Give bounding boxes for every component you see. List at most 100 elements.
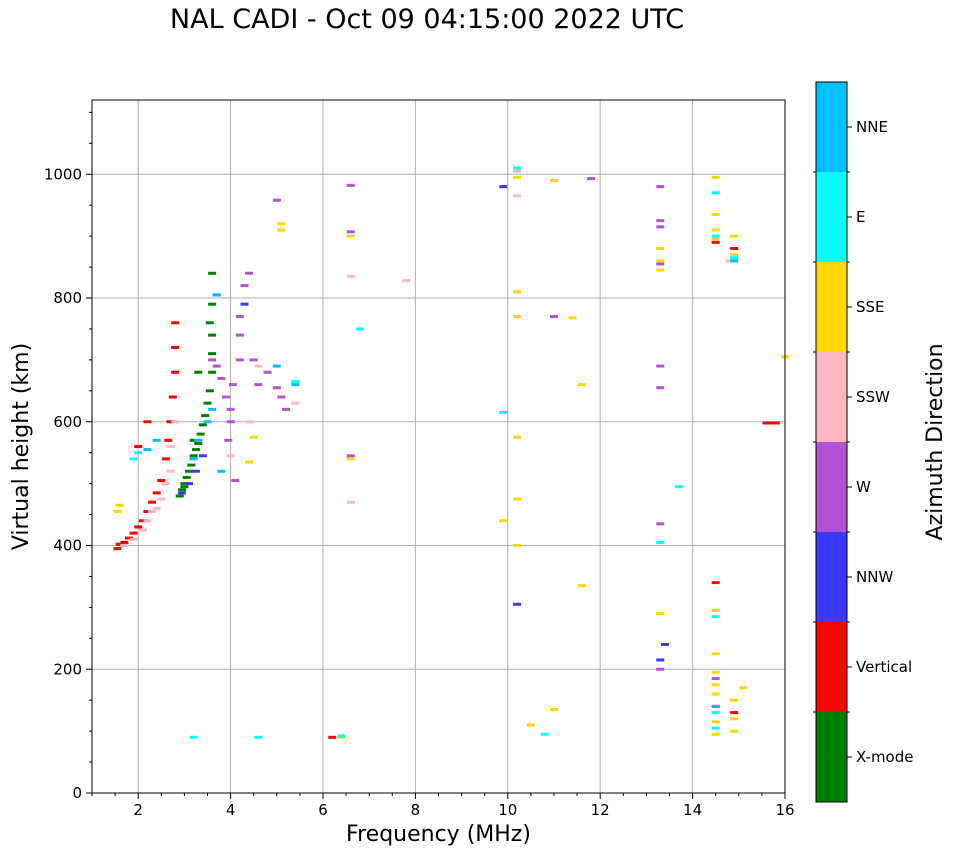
data-point-w	[231, 479, 240, 483]
x-axis-label: Frequency (MHz)	[346, 822, 531, 847]
data-point-sse	[526, 723, 535, 727]
data-point-e	[711, 191, 720, 195]
data-point-x-mode	[205, 321, 214, 325]
data-point-sse	[730, 234, 739, 238]
data-point-nne	[711, 704, 720, 708]
colorbar-label: Vertical	[856, 658, 912, 676]
data-point-w	[208, 358, 217, 362]
x-tick-label: 12	[591, 801, 610, 819]
data-point-sse	[711, 237, 720, 241]
data-point-e	[711, 615, 720, 619]
data-point-sse	[711, 175, 720, 179]
data-point-nne	[730, 259, 739, 263]
data-point-w	[656, 522, 665, 526]
data-point-w	[272, 386, 281, 390]
plot-frame	[91, 99, 786, 794]
data-point-sse	[245, 460, 254, 464]
data-point-x-mode	[208, 271, 217, 275]
colorbar-segment-w	[816, 442, 847, 532]
data-point-vertical	[152, 491, 161, 495]
data-point-w	[226, 420, 235, 424]
data-point-vertical	[161, 457, 170, 461]
data-point-vertical	[120, 540, 129, 544]
data-point-e	[513, 166, 522, 170]
data-point-w	[656, 262, 665, 266]
data-point-sse	[711, 692, 720, 696]
data-point-sse	[711, 608, 720, 612]
data-point-sse	[730, 729, 739, 733]
data-point-x-mode	[189, 438, 198, 442]
data-point-vertical	[148, 500, 157, 504]
data-point-vertical	[730, 711, 739, 715]
data-point-w	[550, 315, 558, 319]
data-point-sse	[115, 503, 124, 507]
data-point-w	[235, 315, 244, 319]
colorbar-label: SSW	[856, 388, 890, 406]
data-point-sse	[346, 234, 355, 238]
data-point-ssw	[161, 482, 170, 486]
data-point-w	[656, 364, 665, 368]
colorbar-label: NNW	[856, 568, 893, 586]
data-point-nnw	[178, 491, 187, 495]
data-point-e	[134, 451, 143, 455]
data-point-sse	[499, 519, 508, 523]
data-point-ssw	[166, 445, 175, 448]
data-point-vertical	[762, 421, 771, 425]
data-point-sse	[656, 268, 665, 272]
data-point-nnw	[660, 643, 669, 646]
data-point-e	[189, 735, 198, 739]
data-point-vertical	[711, 581, 720, 585]
data-point-sse	[277, 228, 286, 232]
data-point-x-mode	[198, 423, 207, 427]
data-point-ssw	[291, 401, 300, 405]
x-tick-label: 6	[318, 801, 328, 819]
y-axis-label: Virtual height (km)	[9, 343, 34, 550]
data-point-e	[656, 540, 665, 544]
colorbar-segment-ssw	[816, 352, 847, 442]
colorbar-segment-nnw	[816, 532, 847, 622]
data-point-sse	[711, 670, 720, 674]
chart-title: NAL CADI - Oct 09 04:15:00 2022 UTC	[169, 4, 685, 35]
colorbar-frame	[815, 81, 848, 803]
data-point-sse	[656, 259, 665, 263]
data-point-sse	[656, 247, 665, 250]
data-point-vertical	[134, 525, 143, 529]
data-point-nne	[208, 407, 217, 411]
y-tick-label: 400	[53, 537, 82, 555]
data-point-ssw	[254, 364, 263, 368]
data-point-nne	[291, 383, 300, 387]
colorbar-segment-nne	[816, 82, 847, 172]
x-tick-label: 8	[411, 801, 421, 819]
data-point-w	[235, 333, 244, 337]
y-tick-label: 600	[53, 413, 82, 431]
x-tick-label: 14	[683, 801, 702, 819]
data-point-x-mode	[191, 448, 200, 452]
data-point-x-mode	[182, 475, 191, 479]
colorbar-segment-x-mode	[816, 712, 847, 802]
data-point-sse	[711, 732, 720, 736]
data-point-ssw	[143, 519, 152, 523]
data-point-x-mode	[205, 389, 214, 393]
data-point-x-mode	[194, 441, 203, 445]
data-point-nnw	[198, 454, 207, 458]
data-point-sse	[711, 652, 720, 656]
data-point-w	[249, 358, 258, 362]
data-point-sse	[277, 222, 286, 226]
data-point-ssw	[120, 544, 129, 547]
data-point-nnw	[191, 469, 200, 473]
data-point-sse	[577, 383, 586, 387]
data-point-e	[711, 234, 720, 238]
data-point-sse	[113, 509, 122, 513]
data-point-vertical	[134, 445, 143, 448]
data-point-w	[221, 395, 230, 399]
data-point-x-mode	[187, 463, 196, 467]
data-point-e	[254, 735, 263, 739]
data-point-x-mode	[196, 432, 205, 436]
data-point-e	[711, 711, 720, 715]
data-point-e	[499, 410, 508, 414]
data-point-sse	[711, 720, 720, 724]
data-point-nne	[194, 438, 203, 442]
data-point-sse	[711, 212, 720, 216]
data-point-vertical	[124, 536, 133, 540]
